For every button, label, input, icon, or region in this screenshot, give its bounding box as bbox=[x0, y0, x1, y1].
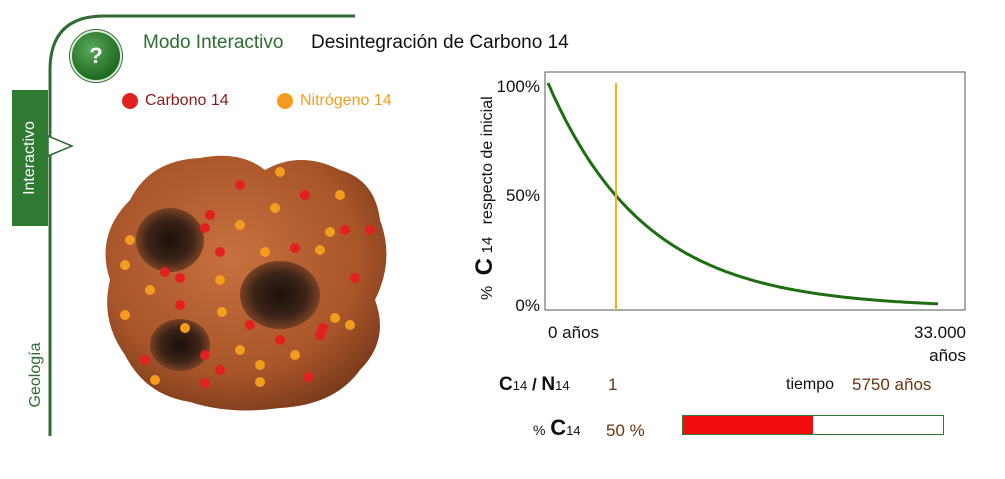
percent-value: 50 % bbox=[606, 421, 645, 440]
nitrogen-atom bbox=[315, 245, 325, 255]
y-axis-symbol: C bbox=[471, 258, 498, 275]
nitrogen-atom bbox=[325, 227, 335, 237]
tab-geologia-label: Geología bbox=[27, 342, 44, 408]
carbon-atom bbox=[200, 223, 210, 233]
nitrogen-atom bbox=[290, 350, 300, 360]
carbon-atom bbox=[318, 323, 328, 333]
tab-interactivo[interactable]: Interactivo bbox=[12, 90, 48, 226]
nitrogen-atom bbox=[120, 310, 130, 320]
nitrogen-atom bbox=[330, 313, 340, 323]
carbon-atom bbox=[350, 273, 360, 283]
svg-text:% C 14 respe: % C 14 respecto de inicial bbox=[471, 96, 498, 300]
carbon-atom bbox=[290, 243, 300, 253]
carbon-atom bbox=[175, 300, 185, 310]
carbon-atom bbox=[303, 372, 313, 382]
x-tick-label-start: 0 años bbox=[548, 323, 599, 342]
carbon-atom bbox=[175, 273, 185, 283]
x-tick-label-end: 33.000 bbox=[914, 323, 966, 342]
nitrogen-atom bbox=[145, 285, 155, 295]
nitrogen-atom bbox=[345, 320, 355, 330]
carbon-atom bbox=[160, 267, 170, 277]
y-tick-label: 100% bbox=[497, 77, 540, 96]
nitrogen-atom bbox=[150, 375, 160, 385]
legend-carbon: Carbono 14 bbox=[122, 92, 229, 110]
legend-carbon-label: Carbono 14 bbox=[145, 92, 229, 109]
percent-progress-fill bbox=[683, 416, 813, 434]
tab-geologia[interactable]: Geología bbox=[18, 330, 54, 420]
time-value: 5750 años bbox=[852, 375, 932, 394]
decay-curve-line bbox=[546, 82, 938, 306]
nitrogen-atom bbox=[270, 203, 280, 213]
ratio-label: C14 / N14 bbox=[499, 374, 570, 395]
tab-interactivo-label: Interactivo bbox=[21, 121, 38, 195]
carbon-atom bbox=[205, 210, 215, 220]
carbon-atom bbox=[245, 320, 255, 330]
y-tick-label: 50% bbox=[506, 186, 540, 205]
y-axis-sub: 14 bbox=[479, 237, 496, 254]
carbon-dot-icon bbox=[122, 93, 138, 109]
nitrogen-atom bbox=[255, 377, 265, 387]
carbon-atom bbox=[200, 350, 210, 360]
nitrogen-dot-icon bbox=[277, 93, 293, 109]
carbon-atom bbox=[140, 355, 150, 365]
time-label: tiempo bbox=[786, 376, 835, 393]
carbon-atom bbox=[215, 365, 225, 375]
ratio-value: 1 bbox=[608, 375, 618, 394]
x-tick-unit: años bbox=[929, 346, 966, 365]
page-title: Desintegración de Carbono 14 bbox=[311, 32, 569, 53]
chart-plot-area bbox=[544, 71, 966, 311]
atom-dots bbox=[120, 167, 375, 388]
nitrogen-atom bbox=[120, 260, 130, 270]
nitrogen-atom bbox=[180, 323, 190, 333]
carbon-atom bbox=[215, 247, 225, 257]
carbon-atom bbox=[300, 190, 310, 200]
carbon-atom bbox=[365, 225, 375, 235]
carbon-atom bbox=[340, 225, 350, 235]
decay-chart: 100% 50% 0% 0 años 33.000 años % C 14 re… bbox=[471, 71, 966, 365]
nitrogen-atom bbox=[275, 167, 285, 177]
legend-nitrogen-label: Nitrógeno 14 bbox=[300, 92, 392, 109]
y-tick-label: 0% bbox=[515, 296, 540, 315]
nitrogen-atom bbox=[217, 307, 227, 317]
nitrogen-atom bbox=[260, 247, 270, 257]
legend-nitrogen: Nitrógeno 14 bbox=[277, 92, 392, 110]
y-axis-label: % C 14 respecto de inicial bbox=[471, 96, 498, 300]
carbon-atom bbox=[235, 180, 245, 190]
percent-label: % C14 bbox=[533, 415, 581, 440]
y-axis-prefix: % bbox=[479, 286, 496, 300]
nitrogen-atom bbox=[235, 220, 245, 230]
mode-label: Modo Interactivo bbox=[143, 32, 284, 53]
fossil-rock-image bbox=[105, 155, 387, 411]
y-axis-suffix: respecto de inicial bbox=[479, 96, 496, 224]
nitrogen-atom bbox=[215, 275, 225, 285]
nitrogen-atom bbox=[235, 345, 245, 355]
carbon-atom bbox=[200, 378, 210, 388]
carbon-atom bbox=[275, 335, 285, 345]
help-button[interactable]: ? bbox=[70, 30, 122, 82]
percent-progress-bar bbox=[682, 415, 944, 435]
nitrogen-atom bbox=[335, 190, 345, 200]
nitrogen-atom bbox=[255, 360, 265, 370]
nitrogen-atom bbox=[125, 235, 135, 245]
